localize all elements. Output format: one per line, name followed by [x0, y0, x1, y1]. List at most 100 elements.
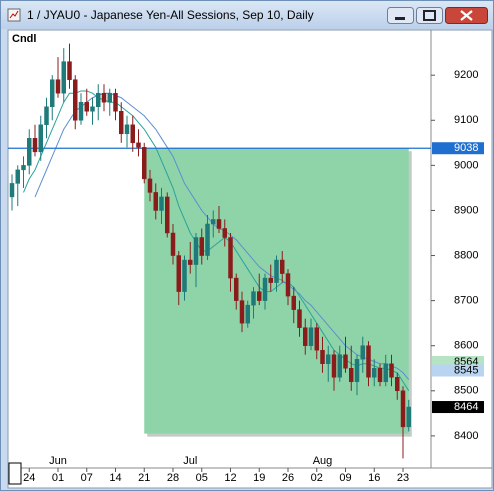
candle-body: [182, 259, 187, 292]
y-tick-label: 9000: [454, 159, 478, 171]
candle-body: [389, 363, 394, 378]
x-tick-label: 14: [109, 472, 121, 484]
candle-body: [170, 232, 176, 256]
candle-body: [84, 101, 89, 112]
candle-body: [124, 124, 130, 135]
candle-body: [78, 101, 84, 121]
candle-body: [343, 354, 348, 369]
candle-body: [188, 259, 193, 265]
candle-body: [90, 106, 95, 112]
y-tick-label: 9100: [454, 114, 478, 126]
candle-body: [61, 61, 66, 94]
candle-body: [228, 237, 233, 279]
candle-body: [205, 223, 210, 256]
candle-body: [239, 300, 245, 324]
candle-body: [372, 368, 377, 378]
price-label: 8545: [454, 364, 478, 376]
candle-body: [130, 124, 135, 144]
candle-body: [216, 219, 222, 229]
candle-body: [176, 255, 181, 292]
price-label: 8464: [454, 401, 478, 413]
candle-body: [199, 237, 204, 256]
x-tick-label: 21: [138, 472, 150, 484]
candle-body: [32, 138, 38, 153]
candle-body: [349, 368, 354, 383]
x-tick-label: 16: [368, 472, 380, 484]
month-label: Jul: [183, 455, 197, 467]
x-tick-label: 24: [23, 472, 35, 484]
window-buttons[interactable]: [387, 7, 489, 25]
candle-body: [27, 138, 32, 166]
candle-body: [119, 111, 124, 135]
candle-body: [193, 237, 199, 265]
minimize-icon: [395, 17, 405, 20]
x-tick-label: 01: [52, 472, 64, 484]
candle-body: [320, 349, 325, 364]
candle-body: [285, 273, 291, 297]
candle-body: [107, 92, 112, 103]
study-label: Cndl: [12, 33, 36, 45]
candle-body: [308, 327, 314, 346]
candle-body: [67, 61, 72, 80]
candle-body: [331, 354, 337, 378]
candle-body: [314, 327, 319, 351]
candle-body: [38, 124, 43, 153]
month-label: Aug: [313, 455, 333, 467]
candle-body: [44, 106, 49, 126]
x-tick-label: 19: [253, 472, 265, 484]
y-tick-label: 8800: [454, 249, 478, 261]
corner-box: [8, 462, 22, 485]
candle-body: [113, 92, 118, 112]
candle-body: [291, 295, 296, 310]
candle-body: [96, 92, 101, 107]
candle-body: [251, 291, 256, 306]
minimize-button[interactable]: [387, 7, 414, 24]
candle-body: [303, 327, 308, 346]
y-tick-label: 9200: [454, 69, 478, 81]
candle-body: [147, 178, 153, 193]
candle-body: [257, 291, 262, 301]
candle-body: [222, 228, 227, 238]
candle-body: [274, 259, 279, 283]
close-icon: [460, 10, 473, 21]
x-tick-label: 28: [167, 472, 179, 484]
candle-body: [400, 390, 406, 428]
candle-body: [366, 345, 371, 378]
y-tick-label: 8700: [454, 295, 478, 307]
candle-body: [136, 142, 141, 148]
price-label-box: [432, 401, 484, 414]
y-tick-label: 8400: [454, 430, 478, 442]
price-label-box: [432, 142, 484, 155]
candle-body: [153, 192, 158, 211]
candle-body: [406, 406, 411, 428]
candle-body: [326, 354, 331, 364]
x-tick-label: 02: [311, 472, 323, 484]
candle-body: [165, 196, 170, 234]
maximize-icon: [423, 10, 436, 21]
candle-body: [354, 358, 360, 383]
candle-body: [159, 196, 164, 211]
candle-body: [142, 147, 147, 180]
x-tick-label: 23: [397, 472, 409, 484]
title-bar: 1 / JYAU0 - Japanese Yen-All Sessions, S…: [1, 1, 493, 29]
price-label-box: [432, 364, 484, 377]
y-tick-label: 8900: [454, 204, 478, 216]
candle-body: [360, 345, 365, 360]
candle-body: [395, 377, 400, 392]
candle-body: [377, 368, 383, 383]
x-tick-label: 26: [282, 472, 294, 484]
candle-body: [262, 277, 268, 301]
candle-body: [101, 92, 107, 103]
candle-body: [234, 277, 239, 301]
x-tick-label: 07: [81, 472, 93, 484]
candle-body: [50, 79, 55, 107]
price-label: 9038: [454, 142, 478, 154]
candle-body: [268, 277, 273, 283]
y-tick-label: 8600: [454, 340, 478, 352]
candle-body: [211, 219, 216, 225]
candle-body: [280, 259, 285, 274]
candle-body: [245, 304, 250, 324]
candle-body: [9, 183, 15, 198]
